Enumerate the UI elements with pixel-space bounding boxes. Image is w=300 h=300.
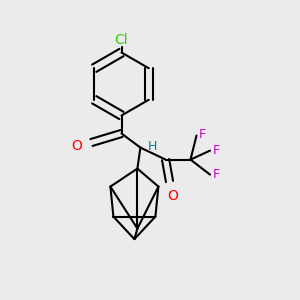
Text: F: F — [212, 168, 220, 181]
Text: O: O — [72, 139, 83, 152]
Text: H: H — [148, 140, 157, 153]
Text: Cl: Cl — [115, 32, 128, 46]
Text: F: F — [212, 144, 220, 157]
Text: O: O — [167, 189, 178, 203]
Text: F: F — [199, 128, 206, 141]
